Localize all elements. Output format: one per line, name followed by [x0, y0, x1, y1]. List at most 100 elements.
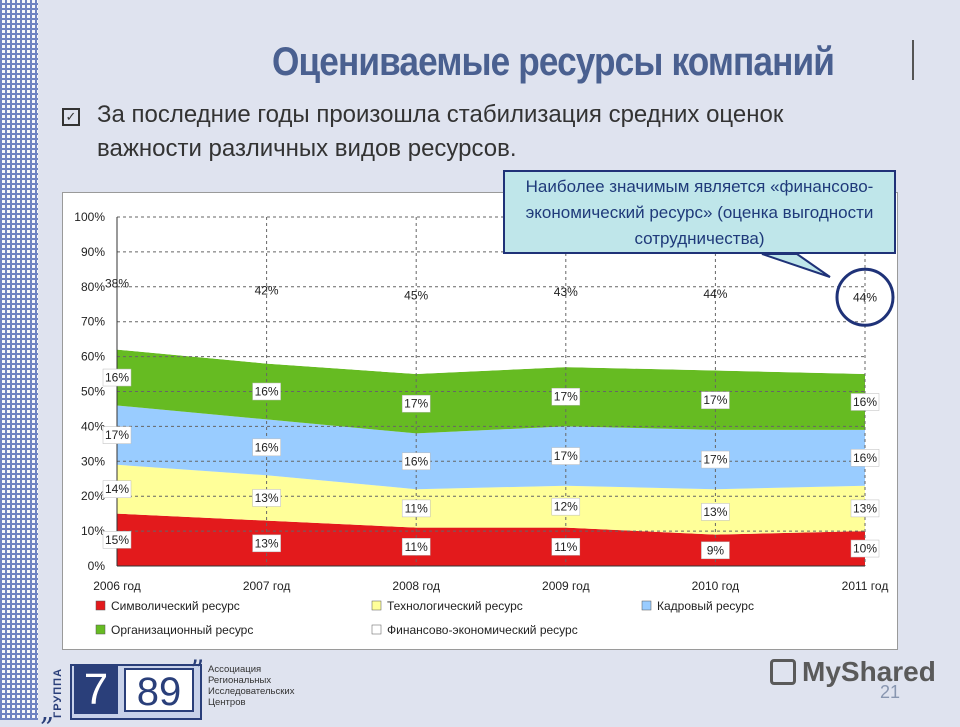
watermark-text: MyShared: [802, 656, 936, 687]
logo-vertical-text: ГРУППА: [52, 667, 64, 718]
legend-swatch: [641, 600, 652, 611]
slide-title: Оцениваемые ресурсы компаний: [272, 40, 835, 84]
data-label: 16%: [255, 440, 279, 454]
myshared-watermark: MyShared: [770, 656, 936, 688]
logo-quote-close: ”: [190, 654, 205, 687]
x-tick-label: 2008 год: [392, 579, 440, 593]
page-number: 21: [880, 682, 901, 702]
data-label: 14%: [105, 482, 129, 496]
data-label-bg: [102, 480, 132, 498]
area-series-0: [117, 513, 865, 566]
logo-text-line: Региональных: [208, 675, 272, 686]
data-label-bg: [551, 387, 581, 406]
y-tick-label: 80%: [81, 280, 105, 294]
x-tick-label: 2007 год: [243, 579, 291, 593]
data-label: 44%: [853, 290, 877, 304]
data-label: 17%: [105, 428, 129, 442]
legend-label: Кадровый ресурс: [657, 599, 754, 613]
logo-text-line: Ассоциация: [208, 664, 262, 675]
y-tick-label: 30%: [81, 454, 105, 468]
data-label: 17%: [554, 390, 578, 404]
data-label-bg: [252, 438, 281, 457]
y-tick-label: 40%: [81, 419, 105, 433]
data-label-bg: [701, 391, 730, 409]
slide-bullet-text: За последние годы произошла стабилизация…: [97, 101, 784, 162]
data-label-bg: [102, 531, 132, 549]
x-tick-label: 2010 год: [692, 579, 740, 593]
data-label: 13%: [255, 536, 279, 550]
x-tick-label: 2006 год: [93, 579, 141, 593]
logo-text-line: Центров: [208, 697, 246, 708]
data-label-bg: [102, 426, 132, 444]
legend-swatch: [371, 600, 382, 611]
decorative-left-strip: [0, 0, 38, 720]
y-tick-label: 20%: [81, 489, 105, 503]
data-label: 16%: [404, 454, 428, 468]
legend-swatch: [95, 624, 106, 635]
data-label: 13%: [255, 491, 279, 505]
logo-quote-open: „: [40, 694, 55, 727]
data-label: 38%: [105, 276, 129, 290]
area-series-1: [117, 464, 865, 535]
y-tick-label: 50%: [81, 385, 105, 399]
legend-label: Символический ресурс: [111, 599, 240, 613]
y-tick-label: 90%: [81, 245, 105, 259]
data-label: 9%: [707, 543, 725, 557]
data-label: 16%: [105, 371, 129, 385]
highlight-circle: [835, 267, 895, 327]
data-label-bg: [551, 447, 581, 465]
data-label-bg: [102, 368, 132, 387]
x-tick-label: 2009 год: [542, 579, 590, 593]
callout-box: Наиболее значимым является «финансово-эк…: [503, 170, 896, 254]
y-tick-label: 60%: [81, 350, 105, 364]
data-label-bg: [401, 452, 431, 471]
logo-org-name: Ассоциация Региональных Исследовательски…: [208, 664, 294, 708]
data-label: 10%: [853, 542, 877, 556]
data-label-bg: [701, 541, 730, 560]
data-label-bg: [252, 489, 281, 507]
legend-label: Технологический ресурс: [387, 599, 523, 613]
data-label: 11%: [405, 540, 428, 554]
data-label-bg: [252, 382, 281, 401]
data-label-bg: [551, 538, 581, 556]
presentation-icon: [770, 659, 796, 685]
area-series-4: [117, 217, 865, 375]
data-label: 42%: [255, 283, 279, 297]
data-label-bg: [401, 394, 431, 413]
title-divider: [912, 40, 914, 80]
stacked-area-chart: 0% 10% 20% 30% 40% 50% 60% 70% 80% 90% 100% 2006 го…: [74, 210, 895, 637]
data-label: 17%: [703, 453, 727, 467]
data-label: 45%: [404, 289, 428, 303]
data-label-bg: [701, 450, 730, 469]
legend-swatch: [371, 624, 382, 635]
callout-pointer: [761, 253, 831, 278]
checkbox-bullet-icon: ✓: [62, 108, 80, 126]
data-label: 44%: [703, 287, 727, 301]
data-label: 16%: [255, 385, 279, 399]
group-789-logo: ГРУППА „ 7 89 ” Ассоциация Региональных …: [40, 654, 340, 727]
data-label-bg: [850, 393, 880, 411]
data-label: 17%: [554, 449, 578, 463]
data-label: 16%: [853, 395, 877, 409]
data-label: 16%: [853, 451, 877, 465]
data-label: 11%: [554, 540, 577, 554]
data-label: 12%: [554, 500, 578, 514]
data-label-bg: [850, 539, 880, 558]
data-label: 17%: [703, 393, 727, 407]
data-label-bg: [401, 538, 431, 556]
data-label-bg: [701, 503, 730, 521]
logo-digit-7: 7: [74, 666, 118, 714]
data-label-bg: [850, 449, 880, 467]
legend-label: Финансово-экономический ресурс: [387, 623, 578, 637]
data-label: 17%: [404, 397, 428, 411]
y-tick-label: 100%: [74, 210, 105, 224]
data-label: 43%: [554, 285, 578, 299]
data-label: 15%: [105, 533, 129, 547]
data-label-bg: [252, 534, 281, 553]
data-label-bg: [850, 499, 880, 518]
legend-swatch: [95, 600, 106, 611]
data-label: 13%: [853, 501, 877, 515]
logo-text-line: Исследовательских: [208, 686, 295, 697]
data-label: 11%: [405, 501, 428, 515]
data-label-bg: [551, 497, 581, 516]
